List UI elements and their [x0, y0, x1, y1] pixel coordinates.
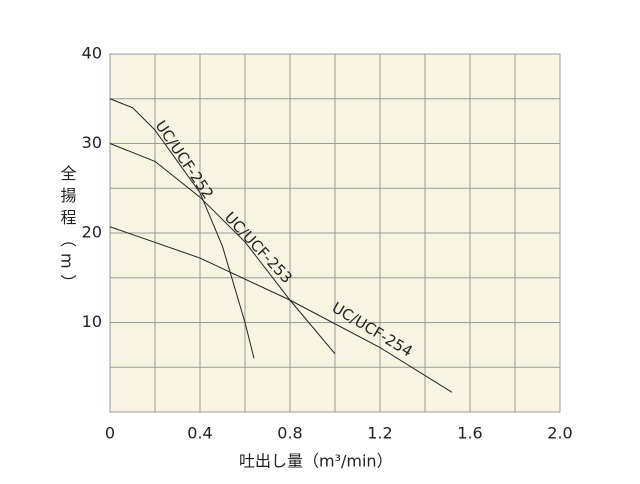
- y-tick-label: 10: [82, 312, 102, 331]
- x-tick-label: 0: [105, 424, 115, 443]
- x-tick-label: 1.2: [367, 424, 392, 443]
- x-tick-label: 0.4: [187, 424, 212, 443]
- x-tick-label: 0.8: [277, 424, 302, 443]
- y-tick-label: 30: [82, 133, 102, 152]
- y-axis-label: 全揚程（m）: [58, 165, 77, 297]
- x-axis-label: 吐出し量（m³/min）: [239, 452, 393, 471]
- x-tick-label: 2.0: [547, 424, 572, 443]
- x-tick-label: 1.6: [457, 424, 482, 443]
- curve: [109, 98, 255, 359]
- plot-frame: [109, 53, 561, 413]
- curve: [109, 226, 453, 393]
- y-tick-label: 20: [82, 223, 102, 242]
- curve: [109, 143, 336, 355]
- y-tick-label: 40: [82, 44, 102, 63]
